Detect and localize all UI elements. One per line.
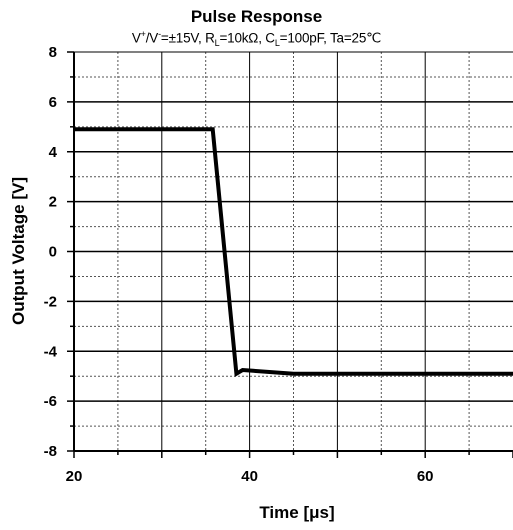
subtitle-v-label: V: [131, 30, 141, 46]
x-axis-title: Time [μs]: [259, 503, 334, 522]
subtitle-v-value: =±15V, R: [160, 30, 215, 46]
subtitle-v-minus: -: [158, 29, 161, 39]
x-tick-label: 60: [417, 468, 434, 485]
x-tick-label: 40: [241, 468, 258, 485]
y-tick-label: -2: [44, 293, 57, 310]
y-tick-label: 2: [49, 194, 57, 211]
y-tick-label: -6: [44, 393, 57, 410]
subtitle-cl-value: =100pF, Ta=25℃: [279, 30, 382, 46]
y-tick-label: 8: [49, 44, 57, 61]
y-tick-label: 4: [49, 144, 58, 161]
subtitle-v-sep: /V: [145, 30, 159, 46]
subtitle-cl-sub: L: [274, 38, 280, 49]
y-tick-label: 0: [49, 244, 57, 261]
y-axis-title: Output Voltage [V]: [9, 177, 28, 325]
y-tick-label: 6: [49, 94, 57, 111]
subtitle-v-plus: +: [140, 29, 146, 39]
chart-subtitle: V+/V-=±15V, RL=10kΩ, CL=100pF, Ta=25℃: [0, 29, 513, 48]
subtitle-rl-value: =10kΩ, C: [219, 30, 275, 46]
series-line-0: [74, 127, 513, 378]
subtitle-rl-sub: L: [214, 38, 220, 49]
y-tick-label: -4: [44, 343, 58, 360]
x-tick-label: 20: [66, 468, 83, 485]
y-tick-label: -8: [44, 443, 57, 460]
chart-title: Pulse Response: [190, 7, 323, 26]
